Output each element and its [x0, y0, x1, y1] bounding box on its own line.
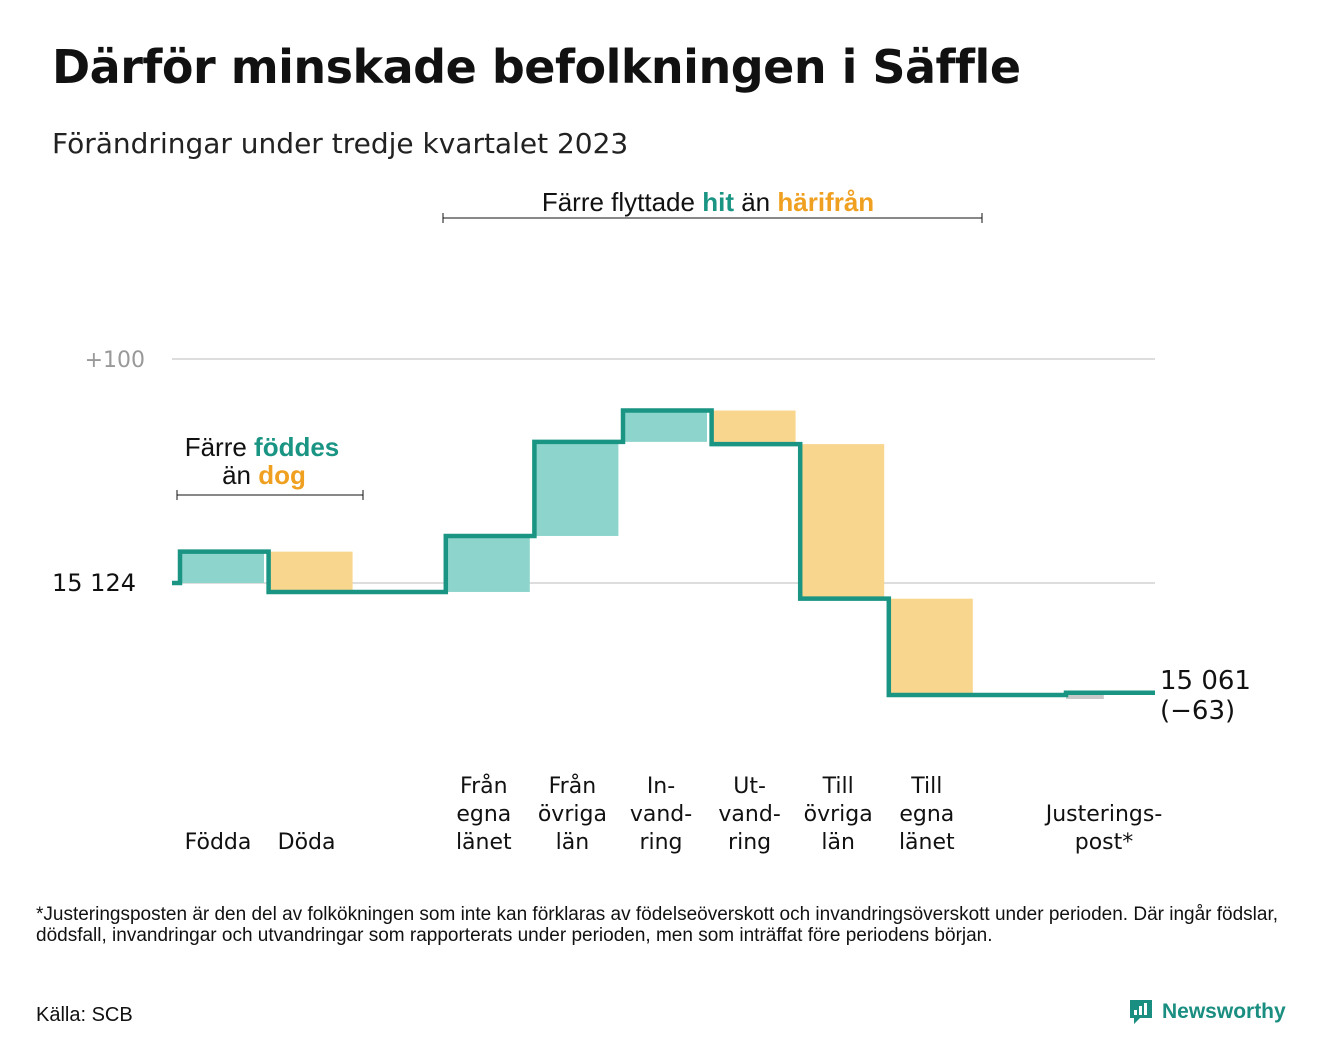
category-label-7-0: Till	[910, 774, 942, 799]
category-label-5-2: ring	[728, 830, 771, 855]
y-tick-plus100: +100	[85, 348, 145, 373]
annotation-moves: Färre flyttade hit än härifrån	[542, 187, 874, 217]
brand-logo: Newsworthy	[1128, 998, 1286, 1026]
category-label-6-1: övriga	[804, 802, 873, 827]
category-label-7-2: länet	[899, 830, 955, 855]
bar-4	[623, 410, 707, 442]
category-label-6-2: län	[821, 830, 855, 855]
bar-0	[180, 551, 264, 583]
category-label-8-0: Justerings-	[1044, 802, 1163, 827]
source-label: Källa: SCB	[36, 1004, 133, 1026]
category-label-3-2: län	[556, 830, 590, 855]
waterfall-chart: +100 15 124 15 061(−63) Födda Döda Från egna lä…	[52, 187, 1251, 855]
footnote: *Justeringsposten är den del av folkökni…	[36, 904, 1279, 946]
category-label-7-1: egna	[899, 802, 954, 827]
category-label-4-0: In-	[647, 774, 675, 799]
bar-1	[268, 551, 353, 592]
bar-3	[534, 441, 619, 536]
bar-5	[711, 410, 796, 445]
category-label-0-0: Födda	[185, 830, 252, 855]
category-label-4-1: vand-	[630, 802, 692, 827]
category-label-3-1: övriga	[538, 802, 607, 827]
newsworthy-logo-icon	[1130, 1000, 1152, 1024]
cumulative-step-line	[172, 408, 1155, 698]
chart-subtitle: Förändringar under tredje kvartalet 2023	[52, 127, 629, 160]
category-label-2-2: länet	[456, 830, 512, 855]
category-label-5-1: vand-	[718, 802, 780, 827]
category-label-8-1: post*	[1075, 830, 1134, 855]
bar-7	[888, 598, 973, 695]
start-value-label: 15 124	[52, 569, 136, 597]
end-value-label: 15 061	[1160, 666, 1251, 696]
bar-2	[445, 535, 530, 592]
annotation-births-line1: Färre föddes	[185, 432, 340, 462]
category-label-4-2: ring	[639, 830, 682, 855]
category-label-2-0: Från	[460, 773, 508, 799]
bar-6	[800, 444, 885, 599]
category-label-6-0: Till	[822, 774, 854, 799]
brand-name: Newsworthy	[1162, 1000, 1286, 1023]
category-label-3-0: Från	[549, 773, 597, 799]
category-label-5-0: Ut-	[733, 774, 766, 799]
category-label-2-1: egna	[456, 802, 511, 827]
end-change-label: (−63)	[1160, 696, 1235, 726]
chart-title: Därför minskade befolkningen i Säffle	[52, 40, 1021, 94]
bar-8	[1066, 695, 1104, 699]
annotation-births-line2: än dog	[222, 460, 306, 490]
category-label-1-0: Döda	[278, 830, 336, 855]
